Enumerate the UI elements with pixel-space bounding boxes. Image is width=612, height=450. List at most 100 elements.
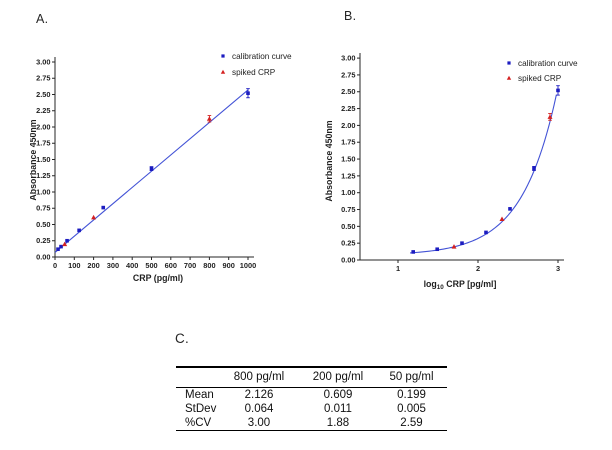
table-cell: 0.609	[323, 389, 353, 401]
x-tick-label: 400	[126, 261, 138, 270]
data-point-square	[556, 88, 560, 93]
legend-marker-square	[507, 61, 511, 65]
data-point-square	[435, 247, 439, 252]
panel-c-label: C.	[175, 331, 190, 346]
x-tick-label: 3	[556, 264, 560, 273]
table-row: Mean 2.126 0.609 0.199	[176, 388, 447, 403]
y-tick-label: 1.25	[36, 171, 50, 180]
x-tick-label: 900	[223, 261, 235, 270]
y-tick-label: 0.25	[36, 236, 50, 245]
y-tick-label: 0.50	[36, 220, 50, 229]
table-cell: 2.59	[400, 417, 423, 429]
table-cell: 1.88	[326, 417, 350, 429]
y-tick-label: 2.75	[36, 74, 50, 83]
y-tick-label: 2.00	[341, 121, 355, 130]
table-header-empty	[176, 367, 218, 388]
table-header-50: 50 pg/ml	[389, 371, 434, 383]
y-tick-label: 1.50	[341, 154, 355, 163]
y-tick-label: 1.00	[36, 187, 50, 196]
legend-label: calibration curve	[518, 59, 578, 68]
data-point-triangle	[451, 244, 457, 249]
data-point-square	[411, 250, 415, 254]
x-tick-label: 0	[53, 261, 57, 270]
panel-a-label: A.	[36, 12, 49, 26]
x-tick-label: 800	[203, 261, 215, 270]
panel-b-label: B.	[344, 9, 357, 23]
trendline	[409, 94, 557, 254]
x-tick-label: 2	[476, 264, 480, 273]
data-point-triangle	[62, 241, 68, 247]
y-tick-label: 1.75	[341, 138, 355, 147]
table-cell: 0.199	[397, 389, 426, 401]
y-axis-title: Absorbance 450nm	[30, 119, 38, 200]
legend-marker-square	[221, 54, 225, 58]
chart-a-plot: 0.00 0.25 0.50 0.75 1.00 1.25 1.50 1.75 2.00 2.25…	[30, 52, 292, 283]
x-axis-title: log10 CRP [pg/ml]	[424, 279, 497, 291]
legend-marker-triangle	[506, 75, 512, 80]
y-tick-label: 2.00	[36, 122, 50, 131]
y-tick-label: 0.00	[341, 255, 355, 264]
data-point-square	[460, 241, 464, 245]
y-tick-label: 1.00	[341, 188, 355, 197]
table-row: StDev 0.064 0.011 0.005	[176, 402, 447, 416]
legend-label: spiked CRP	[518, 74, 562, 83]
y-tick-label: 2.50	[36, 90, 50, 99]
x-tick-label: 700	[184, 261, 196, 270]
x-tick-label: 200	[87, 261, 99, 270]
y-tick-label: 1.75	[36, 139, 50, 148]
data-point-square	[149, 166, 154, 171]
data-point-square	[56, 247, 60, 251]
data-point-square	[77, 228, 81, 233]
y-tick-label: 2.50	[341, 87, 355, 96]
y-tick-label: 0.00	[36, 252, 50, 261]
table-cell: 0.011	[324, 403, 352, 415]
row-label: Mean	[185, 389, 214, 401]
data-point-square	[532, 166, 536, 171]
table-cell: 2.126	[244, 389, 274, 401]
y-tick-label: 1.50	[36, 155, 50, 164]
table-header-800: 800 pg/ml	[233, 371, 285, 383]
x-tick-label: 1	[396, 264, 400, 273]
y-tick-label: 0.50	[341, 222, 355, 231]
data-point-square	[65, 238, 69, 243]
table-cell: 3.00	[247, 417, 271, 429]
data-point-square	[101, 205, 106, 210]
x-tick-label: 100	[68, 261, 80, 270]
y-axis-title: Absorbance 450nm	[324, 120, 334, 201]
data-point-square	[484, 230, 488, 235]
y-tick-label: 2.25	[36, 106, 50, 115]
y-tick-label: 0.75	[341, 205, 355, 214]
legend-label: calibration curve	[232, 52, 292, 61]
y-tick-label: 2.25	[341, 104, 355, 113]
data-point-triangle	[91, 214, 97, 220]
y-tick-label: 1.25	[341, 171, 355, 180]
stats-table: 800 pg/ml 200 pg/ml 50 pg/ml Mean 2.126 …	[176, 366, 447, 431]
data-point-triangle	[206, 116, 212, 121]
row-label: StDev	[185, 403, 217, 415]
x-tick-label: 1000	[240, 261, 256, 270]
table-header-row: 800 pg/ml 200 pg/ml 50 pg/ml	[176, 367, 447, 388]
x-tick-label: 600	[165, 261, 177, 270]
data-point-triangle	[499, 216, 505, 222]
y-tick-label: 3.00	[341, 54, 355, 63]
data-point-square	[246, 91, 250, 95]
legend-label: spiked CRP	[232, 68, 276, 77]
legend-marker-triangle	[220, 69, 226, 74]
trendline	[54, 89, 249, 253]
axes	[359, 53, 564, 261]
x-tick-label: 500	[145, 261, 157, 270]
data-point-square	[59, 244, 63, 249]
table-cell: 0.005	[397, 403, 426, 415]
x-axis-title: CRP (pg/ml)	[133, 273, 183, 283]
data-point-square	[508, 207, 512, 211]
x-tick-label: 300	[107, 261, 119, 270]
table-row: %CV 3.00 1.88 2.59	[176, 416, 447, 431]
table-header-200: 200 pg/ml	[312, 371, 364, 383]
y-tick-label: 0.75	[36, 204, 50, 213]
y-tick-label: 3.00	[36, 57, 50, 66]
table-cell: 0.064	[244, 403, 274, 415]
y-tick-label: 0.25	[341, 239, 355, 248]
y-tick-label: 2.75	[341, 70, 355, 79]
row-label: %CV	[185, 417, 212, 429]
